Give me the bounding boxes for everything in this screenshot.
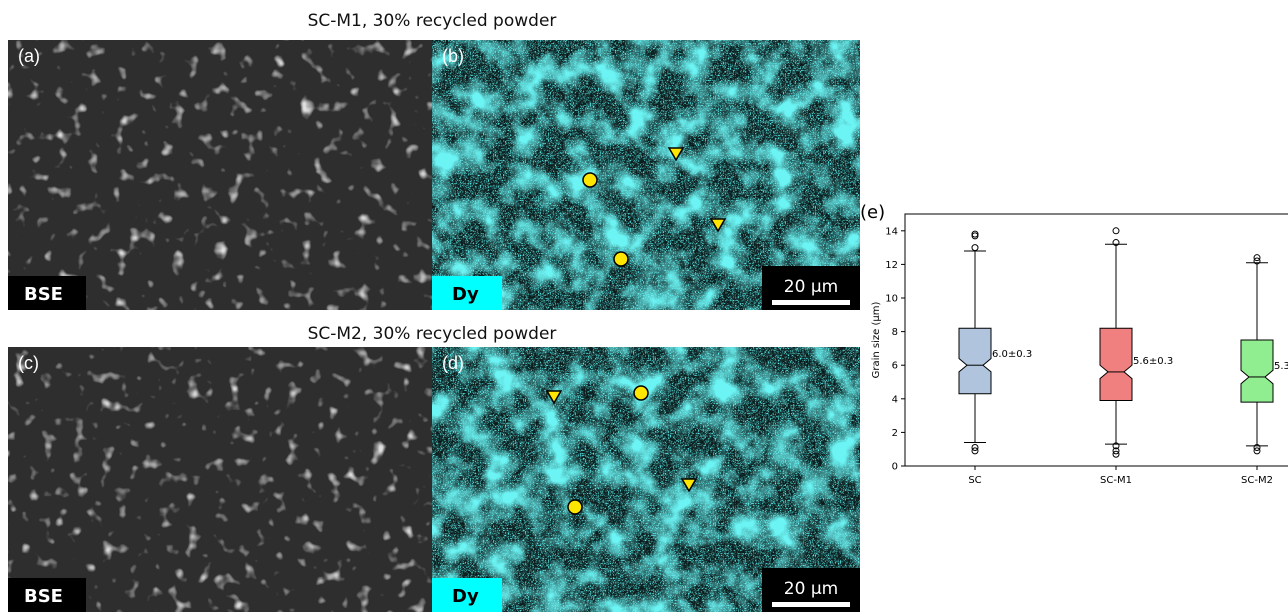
scale-bar bbox=[772, 300, 850, 305]
flier bbox=[1113, 228, 1119, 234]
annotation: 5.6±0.3 bbox=[1133, 356, 1173, 367]
y-axis-label: Grain size (μm) bbox=[871, 302, 882, 379]
x-tick-label: SC-M1 bbox=[1100, 475, 1132, 486]
flier bbox=[972, 245, 978, 251]
bse-texture bbox=[8, 347, 432, 612]
panel-label: (e) bbox=[860, 202, 885, 223]
y-tick-label: 12 bbox=[885, 260, 898, 271]
box bbox=[1100, 328, 1132, 400]
row-title: SC-M2, 30% recycled powder bbox=[308, 324, 557, 344]
x-tick-label: SC-M2 bbox=[1241, 475, 1273, 486]
y-tick-label: 6 bbox=[892, 361, 898, 372]
y-tick-label: 0 bbox=[892, 462, 898, 473]
row-title: SC-M1, 30% recycled powder bbox=[308, 11, 557, 31]
annotation: 6.0±0.3 bbox=[992, 349, 1032, 360]
y-tick-label: 2 bbox=[892, 428, 898, 439]
y-tick-label: 8 bbox=[892, 327, 898, 338]
scale-label: 20 µm bbox=[784, 579, 838, 599]
image-tag: BSE bbox=[24, 284, 63, 305]
y-tick-label: 10 bbox=[885, 294, 898, 305]
figure: (a) BSE (b) Dy 20 µm (c) BSE (d) Dy 20 µm (e) Grai… bbox=[0, 0, 1288, 612]
x-tick-label: SC bbox=[968, 475, 981, 486]
bse-texture bbox=[8, 40, 432, 310]
y-tick-label: 14 bbox=[885, 226, 898, 237]
scale-bar bbox=[772, 602, 850, 607]
panel-label: (b) bbox=[442, 46, 464, 66]
y-tick-label: 4 bbox=[892, 394, 898, 405]
panel-label: (a) bbox=[18, 46, 40, 66]
box-plot: (e) Grain size (μm) 0 2 4 6 8 10 12 14 SC 6.0±0.3 SC… bbox=[860, 202, 1288, 486]
panel-label: (c) bbox=[18, 353, 39, 373]
panel-label: (d) bbox=[442, 353, 464, 373]
image-tag: Dy bbox=[452, 284, 479, 305]
box bbox=[959, 328, 991, 394]
image-tag: BSE bbox=[24, 586, 63, 607]
box bbox=[1241, 340, 1273, 402]
annotation: 5.3±0.3 bbox=[1274, 361, 1288, 372]
image-tag: Dy bbox=[452, 586, 479, 607]
scale-label: 20 µm bbox=[784, 277, 838, 297]
